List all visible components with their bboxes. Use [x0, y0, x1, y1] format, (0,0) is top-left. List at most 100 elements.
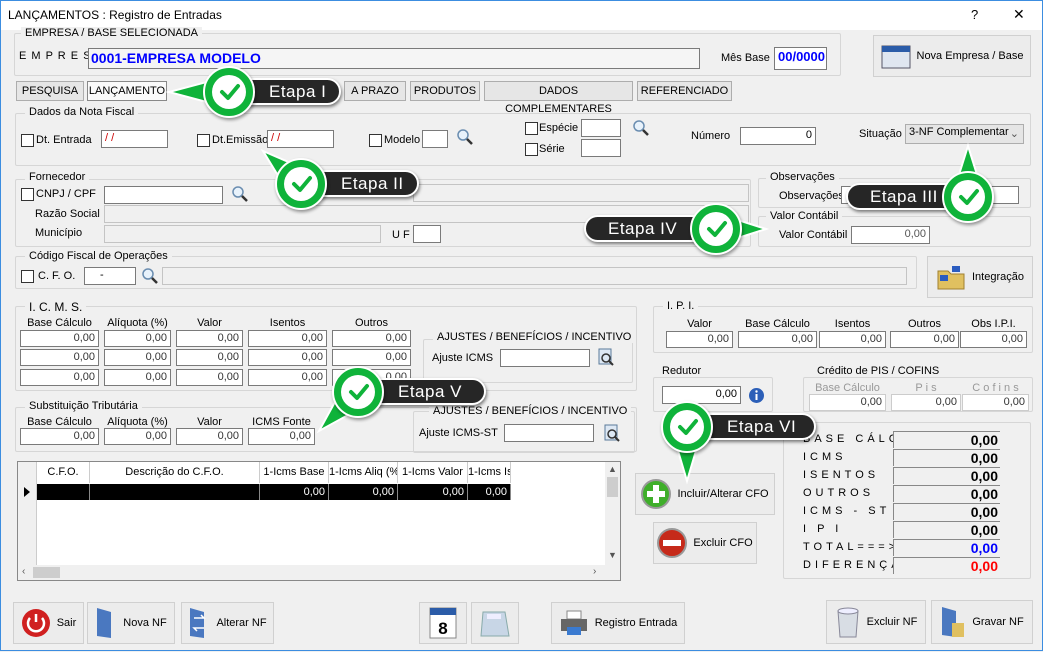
search-icon[interactable]: [632, 119, 650, 137]
icms-value-field[interactable]: 0,00: [248, 330, 327, 347]
ipi-group: [653, 306, 1033, 353]
calculator-button[interactable]: [471, 602, 519, 644]
icms-value-field[interactable]: 0,00: [176, 369, 243, 386]
numero-field[interactable]: 0: [740, 127, 816, 145]
grid-column-header[interactable]: Descrição do C.F.O.: [90, 462, 260, 483]
grid-column-header[interactable]: C.F.O.: [37, 462, 90, 483]
search-document-icon[interactable]: [603, 424, 621, 442]
scroll-thumb[interactable]: [33, 567, 60, 578]
ipi-value-field[interactable]: 0,00: [960, 331, 1027, 348]
search-icon[interactable]: [231, 185, 249, 203]
icms-value-field[interactable]: 0,00: [104, 349, 171, 366]
dt-entrada-checkbox[interactable]: [21, 134, 34, 147]
cfo-grid[interactable]: C.F.O. Descrição do C.F.O. 1-Icms Base 0,00…: [17, 461, 621, 581]
situacao-select[interactable]: 3-NF Complementar ⌄: [905, 124, 1024, 144]
icms-value-field[interactable]: 0,00: [176, 330, 243, 347]
icms-value-field[interactable]: 0,00: [20, 369, 99, 386]
dt-emissao-field[interactable]: / /: [267, 130, 334, 148]
st-value-field[interactable]: 0,00: [248, 428, 315, 445]
svg-text:8: 8: [438, 619, 447, 638]
sair-button[interactable]: Sair: [13, 602, 84, 644]
grid-cell[interactable]: [90, 484, 260, 500]
uf-field[interactable]: [413, 225, 441, 243]
help-button[interactable]: ?: [971, 7, 979, 22]
check-circle-icon: [332, 366, 384, 418]
icms-value-field[interactable]: 0,00: [20, 349, 99, 366]
tab-pesquisa[interactable]: PESQUISA: [16, 81, 84, 101]
pis-value-field[interactable]: 0,00: [809, 394, 886, 411]
redutor-field[interactable]: 0,00: [662, 386, 741, 404]
grid-column-header[interactable]: 1-Icms Base: [260, 462, 329, 483]
cfo-checkbox[interactable]: [21, 270, 34, 283]
dt-entrada-field[interactable]: / /: [101, 130, 168, 148]
modelo-checkbox[interactable]: [369, 134, 382, 147]
nova-empresa-button[interactable]: Nova Empresa / Base: [873, 35, 1031, 77]
ipi-value-field[interactable]: 0,00: [738, 331, 817, 348]
excluir-nf-button[interactable]: Excluir NF: [826, 600, 926, 644]
st-value-field[interactable]: 0,00: [20, 428, 99, 445]
nova-nf-button[interactable]: Nova NF: [87, 602, 175, 644]
mes-base-field[interactable]: 00/0000: [774, 47, 827, 70]
valor-contabil-field[interactable]: 0,00: [851, 226, 930, 244]
cnpj-checkbox[interactable]: [21, 188, 34, 201]
icms-value-field[interactable]: 0,00: [20, 330, 99, 347]
search-icon[interactable]: [456, 128, 474, 146]
ajuste-icms-field[interactable]: [500, 349, 590, 367]
search-icon[interactable]: [141, 267, 159, 285]
scroll-thumb[interactable]: [607, 477, 618, 497]
icms-value-field[interactable]: 0,00: [248, 349, 327, 366]
registro-entrada-button[interactable]: Registro Entrada: [551, 602, 685, 644]
icms-value-field[interactable]: 0,00: [332, 349, 411, 366]
dt-emissao-checkbox[interactable]: [197, 134, 210, 147]
tab-a-prazo[interactable]: A PRAZO: [344, 81, 406, 101]
ipi-value-field[interactable]: 0,00: [819, 331, 886, 348]
serie-field[interactable]: [581, 139, 621, 157]
grid-cell[interactable]: 0,00: [468, 484, 511, 500]
icms-value-field[interactable]: 0,00: [104, 369, 171, 386]
st-value-field[interactable]: 0,00: [176, 428, 243, 445]
alterar-nf-button[interactable]: Alterar NF: [181, 602, 274, 644]
grid-cell[interactable]: 0,00: [398, 484, 468, 500]
grid-cell[interactable]: [37, 484, 90, 500]
ajuste-st-field[interactable]: [504, 424, 594, 442]
excluir-cfo-button[interactable]: Excluir CFO: [653, 522, 757, 564]
tab-lancamento[interactable]: LANÇAMENTO: [87, 81, 167, 101]
info-icon[interactable]: [748, 387, 765, 404]
grid-cell[interactable]: 0,00: [329, 484, 398, 500]
integracao-button[interactable]: Integração: [927, 256, 1033, 298]
gravar-nf-button[interactable]: Gravar NF: [931, 600, 1033, 644]
empresa-label: E M P R E S A: [19, 50, 104, 62]
horizontal-scrollbar[interactable]: ‹ ›: [18, 565, 620, 580]
icms-value-field[interactable]: 0,00: [332, 330, 411, 347]
grid-column-header[interactable]: 1-Icms Is: [468, 462, 511, 483]
scroll-down-icon[interactable]: ▼: [608, 550, 617, 560]
incluir-cfo-button[interactable]: Incluir/Alterar CFO: [635, 473, 775, 515]
calendar-button[interactable]: 8: [419, 602, 467, 644]
especie-field[interactable]: [581, 119, 621, 137]
scroll-left-icon[interactable]: ‹: [22, 566, 26, 577]
grid-cell[interactable]: 0,00: [260, 484, 329, 500]
pis-value-field[interactable]: 0,00: [962, 394, 1029, 411]
ipi-value-field[interactable]: 0,00: [890, 331, 959, 348]
cnpj-field[interactable]: [104, 186, 223, 204]
modelo-field[interactable]: [422, 130, 448, 148]
grid-column-header[interactable]: 1-Icms Aliq (%): [329, 462, 398, 483]
scroll-up-icon[interactable]: ▲: [608, 464, 617, 474]
tab-produtos[interactable]: PRODUTOS: [410, 81, 480, 101]
st-value-field[interactable]: 0,00: [104, 428, 171, 445]
search-document-icon[interactable]: [597, 348, 615, 366]
tab-dados-complementares[interactable]: DADOS COMPLEMENTARES: [484, 81, 633, 115]
especie-checkbox[interactable]: [525, 122, 538, 135]
vertical-scrollbar[interactable]: ▲ ▼: [605, 462, 620, 565]
grid-column-header[interactable]: 1-Icms Valor: [398, 462, 468, 483]
tab-referenciado[interactable]: REFERENCIADO: [637, 81, 732, 101]
ipi-value-field[interactable]: 0,00: [666, 331, 733, 348]
icms-value-field[interactable]: 0,00: [104, 330, 171, 347]
pis-value-field[interactable]: 0,00: [891, 394, 961, 411]
cfo-field[interactable]: -: [84, 267, 136, 285]
icms-value-field[interactable]: 0,00: [176, 349, 243, 366]
scroll-right-icon[interactable]: ›: [593, 566, 597, 577]
icms-value-field[interactable]: 0,00: [248, 369, 327, 386]
serie-checkbox[interactable]: [525, 143, 538, 156]
close-button[interactable]: ✕: [1013, 6, 1025, 22]
